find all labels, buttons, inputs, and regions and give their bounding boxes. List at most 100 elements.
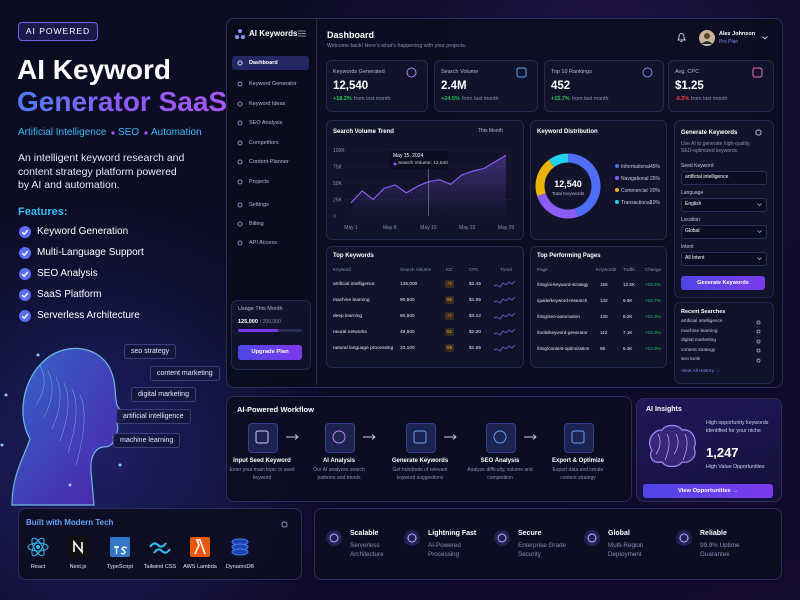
nav-label: Keyword Generator	[249, 81, 297, 87]
table-cell: /tools/keyword-generator	[537, 330, 588, 335]
tagline-item: Artificial Intelligence	[18, 127, 107, 138]
keyword-tag: machine learning	[113, 433, 181, 448]
table-cell: +18.2%	[645, 282, 661, 287]
legend-value: 25%	[650, 176, 661, 182]
check-bg	[19, 268, 31, 280]
recent-item[interactable]: content strategy	[681, 347, 716, 353]
tagline-item: Automation	[151, 127, 202, 138]
legend-dot	[615, 188, 619, 192]
donut-segment	[537, 192, 579, 219]
icon	[413, 430, 427, 444]
sparkline	[493, 280, 516, 288]
column-header: Traffic	[623, 267, 636, 272]
icon	[756, 339, 761, 343]
highlight-icon	[404, 530, 420, 546]
logo-bg	[110, 537, 130, 557]
stat-card	[544, 60, 664, 112]
nav-label: Projects	[249, 179, 269, 185]
legend-label: Navigational	[621, 176, 649, 182]
field-input[interactable]	[681, 225, 767, 239]
x-tick-label: May 29	[498, 225, 515, 231]
icon-shape	[237, 60, 243, 66]
y-tick-label: 25K	[333, 197, 343, 203]
atom-orbit	[31, 537, 45, 557]
nav-label: Keyword Ideas	[249, 101, 286, 107]
tech-logo	[149, 542, 171, 554]
highlight-icon	[494, 530, 510, 546]
highlight-title: Scalable	[350, 530, 379, 537]
table-cell: deep learning	[333, 314, 363, 319]
table-cell: /blog/seo-automation	[537, 314, 580, 319]
recent-item[interactable]: machine learning	[681, 328, 718, 334]
icon-bg	[676, 530, 692, 546]
field-input[interactable]	[681, 198, 767, 212]
table-cell: +14.3%	[645, 314, 661, 319]
page-subtitle: Welcome back! Here's what's happening wi…	[327, 43, 467, 49]
sparkline	[493, 344, 516, 352]
table-cell: 142	[600, 298, 608, 303]
step-text: Get hundreds of relevant keyword suggest…	[392, 467, 448, 481]
icon-shape	[755, 129, 762, 136]
keyword-tag: digital marketing	[131, 387, 196, 402]
icon-shape	[281, 521, 288, 528]
circuit-line	[43, 370, 53, 418]
highlight-title: Lightning Fast	[428, 530, 477, 537]
icon-shape	[332, 430, 346, 444]
check	[21, 271, 29, 278]
highlight-title: Global	[608, 530, 630, 537]
nav-label: Competitors	[249, 140, 279, 146]
x-tick-label: May 1	[344, 225, 358, 231]
recent-item[interactable]: seo tools	[681, 357, 701, 362]
icon	[756, 358, 761, 362]
check-icon	[19, 268, 31, 280]
nav-label: API Access	[249, 240, 277, 246]
tech-logo	[67, 536, 89, 558]
step-arrow	[444, 434, 457, 440]
separator-dot	[144, 131, 148, 135]
stat-card	[434, 60, 538, 112]
highlight-text: Multi-Region Deployment	[608, 542, 644, 558]
column-header: Trend	[500, 267, 512, 272]
icon-shape	[237, 140, 243, 146]
table-cell: artificial intelligence	[333, 282, 375, 287]
icon	[237, 81, 243, 87]
stat-value: 12,540	[333, 80, 369, 92]
step-arrow	[286, 434, 299, 440]
period-select[interactable]: This Month	[478, 128, 503, 134]
logo-dot	[238, 29, 242, 33]
upgrade-button[interactable]: Upgrade Plan	[238, 345, 302, 360]
insights-value: 1,247	[706, 445, 739, 460]
nav-item[interactable]	[232, 56, 309, 70]
field-input[interactable]	[681, 252, 767, 266]
icon	[642, 67, 653, 78]
icon-shape	[413, 430, 427, 444]
recent-item[interactable]: digital marketing	[681, 338, 716, 343]
chevron	[757, 257, 762, 261]
icon	[237, 60, 243, 66]
opportunities-button[interactable]: View Opportunities →	[643, 484, 773, 498]
generate-button[interactable]: Generate Keywords	[681, 276, 765, 290]
table-cell: machine learning	[333, 298, 370, 303]
stat-label: Keywords Generated	[333, 69, 385, 75]
nav-label: SEO Analysis	[249, 120, 283, 126]
brain-fold	[655, 433, 661, 455]
avatar-body	[701, 41, 713, 44]
column-header: Keywords	[596, 267, 617, 272]
sparkline	[493, 296, 516, 304]
donut-total: 12,540	[554, 179, 582, 189]
x-tick-label: May 15	[420, 225, 437, 231]
feature: Multi-Language Support	[37, 247, 144, 258]
icon-ring	[497, 533, 507, 543]
history-link[interactable]: View All History →	[681, 369, 721, 374]
icon	[237, 159, 243, 165]
icon	[571, 430, 585, 444]
icon-ring	[679, 533, 689, 543]
icon-shape	[571, 430, 585, 444]
icon	[237, 221, 243, 227]
field-label: Language	[681, 190, 704, 196]
recent-item[interactable]: artificial intelligence	[681, 319, 723, 324]
field-input[interactable]	[681, 171, 767, 185]
legend-value: 20%	[650, 188, 661, 194]
